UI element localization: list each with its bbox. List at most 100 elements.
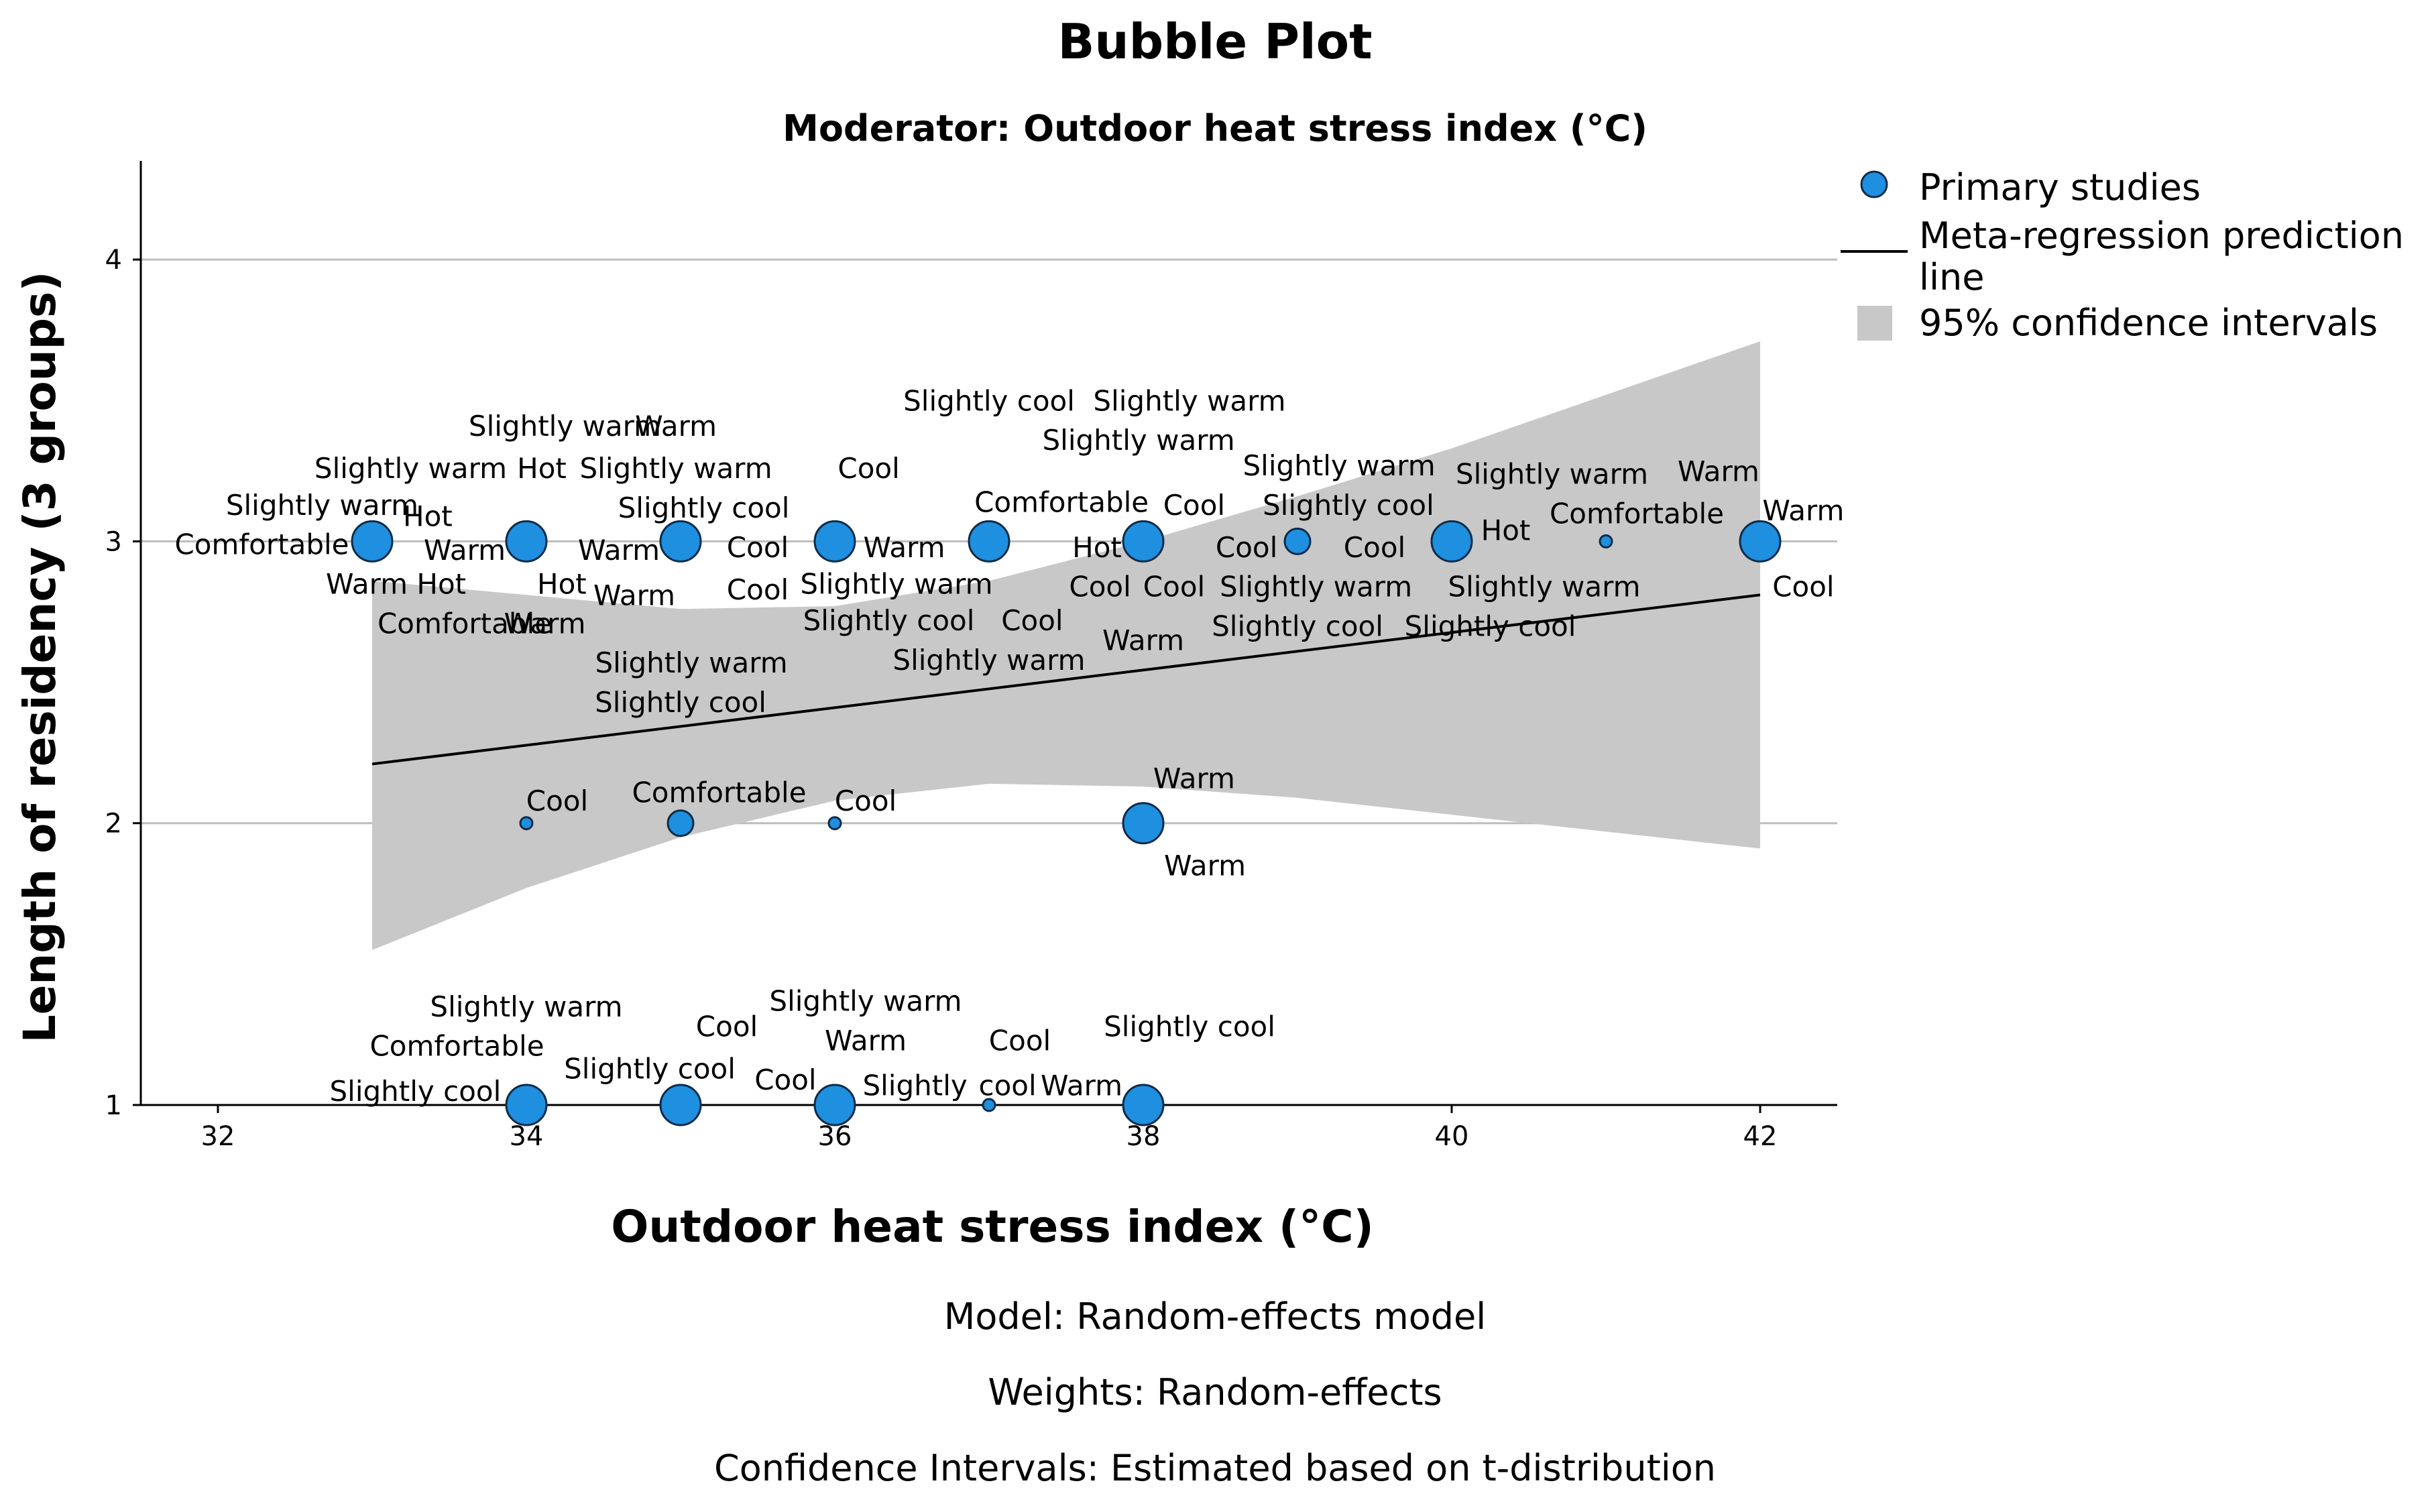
regression-line: [371, 593, 1761, 766]
point-label: Comfortable: [174, 528, 349, 561]
point-label: Cool: [1772, 571, 1834, 603]
chart-title: Bubble Plot: [1057, 13, 1373, 70]
legend-label-band: 95% confidence intervals: [1919, 302, 2378, 344]
point-label: Cool: [1163, 489, 1225, 522]
point-label: Slightly warm: [1456, 458, 1648, 491]
point-label: Cool: [526, 784, 588, 817]
data-point: [659, 520, 702, 563]
point-label: Hot: [1072, 531, 1122, 564]
point-label: Warm: [1102, 624, 1184, 657]
point-label: cool: [979, 1069, 1037, 1102]
point-label: Hot: [517, 452, 567, 485]
point-label: Cool: [1216, 531, 1277, 564]
point-label: Comfortable: [974, 486, 1149, 519]
data-point: [1739, 520, 1782, 563]
point-label: Slightly warm: [892, 644, 1085, 677]
y-tick-label: 4: [105, 245, 122, 276]
point-label: Slightly cool: [330, 1075, 502, 1108]
data-point: [1430, 520, 1473, 563]
point-label: Cool: [1143, 571, 1205, 603]
point-label: Hot: [537, 567, 587, 600]
point-label: Warm: [593, 579, 675, 612]
point-label: Hot: [403, 500, 453, 533]
x-tick-label: 34: [510, 1121, 544, 1152]
point-label: Slightly warm: [314, 452, 507, 485]
x-tick-label: 32: [201, 1121, 235, 1152]
data-point: [813, 1084, 856, 1126]
point-label: Slightly warm: [469, 410, 661, 443]
point-label: Slightly warm: [1243, 449, 1436, 482]
x-tick-label: 42: [1743, 1121, 1778, 1152]
data-point: [667, 809, 695, 837]
data-point: [813, 520, 856, 563]
point-label: Warm: [1678, 455, 1759, 487]
point-label: Slightly warm: [580, 452, 772, 485]
data-point: [982, 1098, 996, 1112]
y-tick-label: 2: [105, 809, 122, 839]
point-label: Slightly cool: [564, 1052, 736, 1085]
point-label: Slightly cool: [595, 686, 766, 719]
point-label: Cool: [727, 573, 789, 606]
legend-band-icon: [1857, 306, 1892, 341]
point-label: Warm: [825, 1024, 907, 1057]
point-label: Slightly warm: [769, 984, 962, 1017]
point-label: Slightly warm: [1448, 571, 1640, 603]
point-label: Cool: [835, 784, 896, 817]
point-label: Slightly warm: [226, 489, 418, 522]
x-axis-label: Outdoor heat stress index (°C): [611, 1201, 1374, 1253]
point-label: Slightly warm: [430, 990, 622, 1023]
point-label: Slightly cool: [1263, 489, 1434, 522]
data-point: [827, 816, 842, 831]
point-label: Cool: [989, 1024, 1051, 1057]
point-label: Warm: [1041, 1069, 1122, 1102]
point-label: Warm: [635, 410, 717, 443]
point-label: Comfortable: [1550, 497, 1724, 530]
legend-bubble-icon: [1860, 170, 1888, 198]
point-label: Cool: [696, 1010, 758, 1043]
x-tick-label: 40: [1435, 1121, 1469, 1152]
data-points: [351, 520, 1782, 1126]
data-point: [1283, 527, 1312, 555]
data-point: [505, 520, 548, 563]
x-tick-label: 38: [1126, 1121, 1161, 1152]
y-axis-label: Length of residency (3 groups): [14, 272, 66, 1043]
data-point: [351, 520, 394, 563]
data-point: [968, 520, 1010, 563]
point-label: Hot: [1481, 514, 1531, 547]
point-label: Slightly cool: [618, 491, 790, 524]
point-label: Warm: [424, 534, 506, 567]
point-label: Slightly cool: [803, 604, 975, 637]
y-tick-label: 3: [105, 526, 122, 557]
point-label: Comfortable: [378, 607, 552, 640]
point-label: Slightly cool: [1212, 609, 1383, 642]
point-label: Slightly warm: [1043, 424, 1235, 457]
point-label: Warm: [1164, 850, 1246, 882]
y-tick-label: 1: [105, 1090, 122, 1121]
data-point: [505, 1084, 548, 1126]
point-label: Warm: [578, 534, 660, 567]
point-label: Slightly warm: [1093, 384, 1285, 417]
point-label: Slightly warm: [1220, 571, 1412, 603]
point-label: Slightly warm: [800, 567, 992, 600]
legend-label-line-cont: line: [1919, 256, 1984, 298]
point-label: Cool: [837, 452, 899, 485]
chart-subtitle: Moderator: Outdoor heat stress index (°C…: [783, 107, 1647, 150]
data-point: [519, 816, 534, 831]
point-label: Warm: [504, 607, 586, 640]
point-label: Warm: [1153, 762, 1235, 795]
legend-label-line: Meta-regression prediction: [1919, 215, 2404, 257]
legend-label-points: Primary studies: [1919, 166, 2201, 209]
point-label: Slightly warm: [595, 646, 788, 679]
confidence-band: [372, 341, 1760, 950]
data-point: [1599, 534, 1613, 548]
point-label: Cool: [1069, 571, 1131, 603]
point-label: Slightly: [862, 1069, 967, 1102]
footer-weights: Weights: Random-effects: [988, 1371, 1442, 1413]
point-label: Slightly cool: [903, 384, 1075, 417]
point-label: Cool: [1344, 531, 1405, 564]
point-label: Warm Hot: [326, 567, 466, 600]
point-label: Slightly cool: [1104, 1010, 1275, 1043]
point-label: Cool: [754, 1063, 816, 1096]
